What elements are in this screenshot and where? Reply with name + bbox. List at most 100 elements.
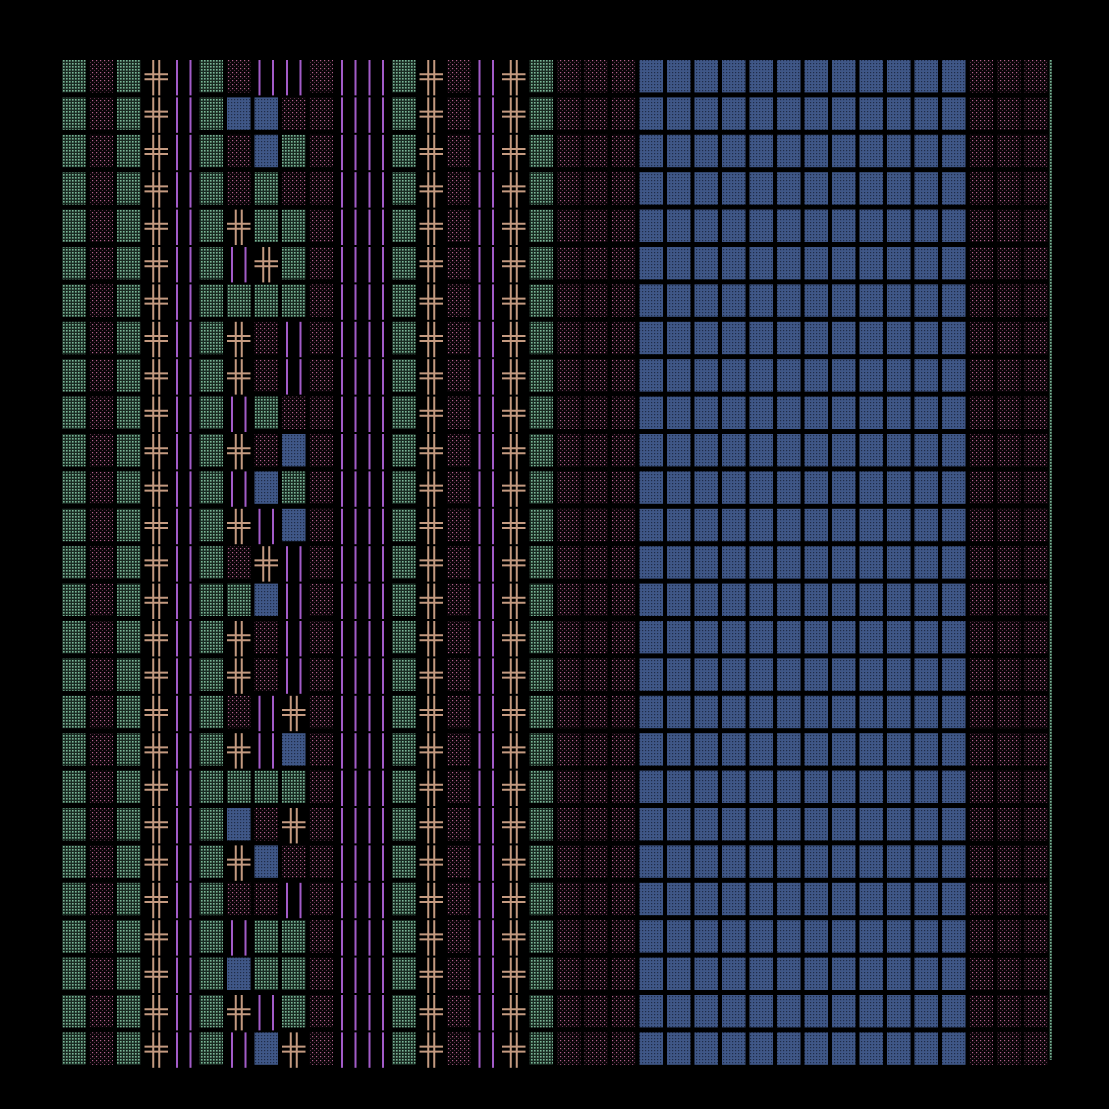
- pink-tile: [1024, 172, 1048, 205]
- green-tile: [529, 920, 553, 953]
- green-tile: [392, 957, 416, 990]
- blue-tile: [667, 995, 691, 1028]
- blue-tile: [639, 770, 663, 803]
- pink-tile: [89, 284, 113, 317]
- pink-tile: [612, 134, 636, 168]
- pink-tile: [584, 359, 608, 392]
- green-tile: [117, 621, 141, 654]
- blue-tile: [667, 284, 691, 317]
- blue-tile: [887, 845, 911, 878]
- blue-tile: [859, 920, 883, 953]
- pink-tile: [997, 808, 1021, 841]
- blue-tile: [639, 658, 663, 691]
- blue-tile: [914, 808, 938, 841]
- pink-tile: [612, 60, 636, 93]
- pink-tile: [612, 1032, 636, 1065]
- pink-tile: [227, 695, 251, 729]
- blue-tile: [804, 172, 828, 205]
- pink-tile: [612, 209, 636, 242]
- blue-tile: [804, 546, 828, 579]
- pink-tile: [557, 845, 581, 878]
- pink-tile: [447, 172, 471, 205]
- pink-tile: [309, 60, 333, 93]
- blue-tile: [942, 284, 966, 317]
- pink-tile: [612, 434, 636, 467]
- blue-tile: [722, 247, 746, 280]
- pink-tile: [89, 396, 113, 429]
- green-tile: [529, 359, 553, 392]
- blue-tile: [914, 396, 938, 429]
- blue-tile: [639, 321, 663, 355]
- blue-tile: [639, 583, 663, 616]
- pink-tile: [997, 583, 1021, 616]
- blue-tile: [887, 770, 911, 803]
- green-tile: [199, 97, 223, 130]
- pink-tile: [1024, 733, 1048, 766]
- blue-tile: [749, 209, 773, 242]
- blue-tile: [254, 97, 278, 130]
- pink-tile: [309, 359, 333, 392]
- pink-tile: [89, 1032, 113, 1065]
- pink-tile: [557, 957, 581, 990]
- blue-tile: [887, 920, 911, 953]
- blue-tile: [832, 60, 856, 93]
- blue-tile: [832, 396, 856, 429]
- pink-tile: [309, 621, 333, 654]
- blue-tile: [914, 920, 938, 953]
- blue-tile: [777, 658, 801, 691]
- pink-tile: [1024, 845, 1048, 878]
- blue-tile: [749, 695, 773, 729]
- blue-tile: [749, 808, 773, 841]
- pink-tile: [89, 546, 113, 579]
- pink-tile: [447, 321, 471, 355]
- blue-tile: [859, 434, 883, 467]
- blue-tile: [749, 995, 773, 1028]
- blue-tile: [227, 957, 251, 990]
- pink-tile: [584, 209, 608, 242]
- green-tile: [392, 770, 416, 803]
- blue-tile: [942, 583, 966, 616]
- green-tile: [529, 882, 553, 916]
- blue-tile: [667, 97, 691, 130]
- green-tile: [199, 471, 223, 504]
- pink-tile: [89, 995, 113, 1028]
- blue-tile: [914, 284, 938, 317]
- pink-tile: [557, 284, 581, 317]
- blue-tile: [749, 359, 773, 392]
- blue-tile: [804, 209, 828, 242]
- pink-tile: [309, 995, 333, 1028]
- blue-tile: [859, 808, 883, 841]
- green-tile: [62, 60, 86, 93]
- pink-tile: [447, 882, 471, 916]
- green-tile: [199, 359, 223, 392]
- blue-tile: [832, 770, 856, 803]
- blue-tile: [667, 583, 691, 616]
- blue-tile: [859, 134, 883, 168]
- pink-tile: [969, 284, 993, 317]
- blue-tile: [804, 957, 828, 990]
- green-tile: [199, 695, 223, 729]
- pink-tile: [309, 172, 333, 205]
- blue-tile: [777, 957, 801, 990]
- pink-tile: [969, 60, 993, 93]
- pink-tile: [447, 97, 471, 130]
- blue-tile: [667, 695, 691, 729]
- pink-tile: [557, 508, 581, 542]
- blue-tile: [227, 97, 251, 130]
- pink-tile: [254, 882, 278, 916]
- pink-tile: [282, 396, 306, 429]
- green-tile: [392, 733, 416, 766]
- blue-tile: [832, 546, 856, 579]
- blue-tile: [859, 882, 883, 916]
- green-tile: [62, 321, 86, 355]
- blue-tile: [942, 134, 966, 168]
- blue-tile: [887, 808, 911, 841]
- green-tile: [117, 209, 141, 242]
- blue-tile: [694, 995, 718, 1028]
- blue-tile: [942, 882, 966, 916]
- pink-tile: [89, 508, 113, 542]
- blue-tile: [777, 995, 801, 1028]
- pink-tile: [612, 546, 636, 579]
- blue-tile: [887, 396, 911, 429]
